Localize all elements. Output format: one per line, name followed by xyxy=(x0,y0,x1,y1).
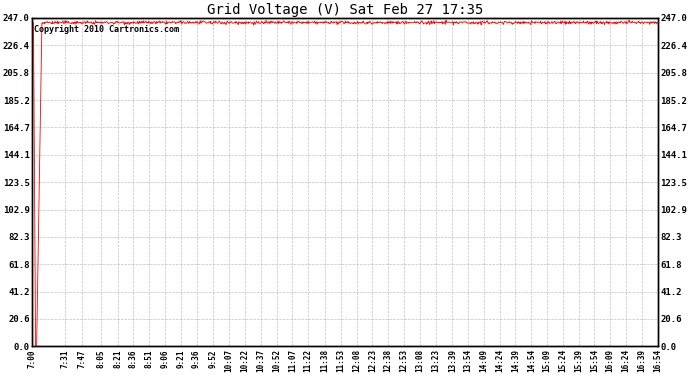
Text: Copyright 2010 Cartronics.com: Copyright 2010 Cartronics.com xyxy=(34,24,179,33)
Title: Grid Voltage (V) Sat Feb 27 17:35: Grid Voltage (V) Sat Feb 27 17:35 xyxy=(207,3,483,17)
